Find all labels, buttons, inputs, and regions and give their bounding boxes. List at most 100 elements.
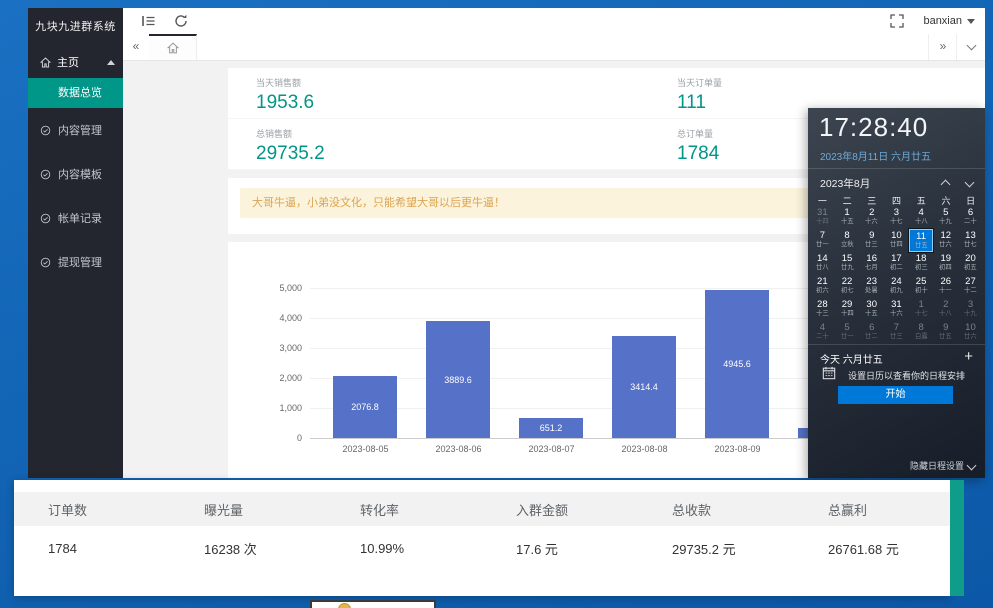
weekday-label: 日	[966, 196, 976, 206]
calendar-day[interactable]: 24 初九	[884, 275, 909, 298]
weekday-label: 四	[892, 196, 902, 206]
day-number: 5	[844, 322, 850, 333]
calendar-day[interactable]: 18 初三	[909, 252, 934, 275]
chart-xtick: 2023-08-07	[528, 444, 575, 454]
fullscreen-icon[interactable]	[889, 13, 905, 29]
calendar-day[interactable]: 9 廿五	[933, 321, 958, 344]
calendar-day[interactable]: 25 初十	[909, 275, 934, 298]
calendar-prev-month-button[interactable]	[939, 178, 951, 190]
calendar-day[interactable]: 21 初六	[810, 275, 835, 298]
calendar-day[interactable]: 9 廿三	[859, 229, 884, 252]
day-number: 13	[965, 230, 976, 241]
calendar-day[interactable]: 22 初七	[835, 275, 860, 298]
calendar-day-selected[interactable]: 11 廿五	[907, 228, 935, 253]
calendar-day[interactable]: 5 廿一	[835, 321, 860, 344]
calendar-day[interactable]: 28 十三	[810, 298, 835, 321]
start-button[interactable]: 开始	[838, 386, 953, 404]
calendar-day[interactable]: 10 廿四	[884, 229, 909, 252]
chart-bar: 651.2	[519, 418, 583, 438]
add-event-button[interactable]: +	[964, 348, 973, 365]
tabs-menu-button[interactable]	[956, 34, 985, 60]
calendar-day[interactable]: 12 廿六	[933, 229, 958, 252]
calendar-day[interactable]: 4 二十	[810, 321, 835, 344]
calendar-day[interactable]: 2 十六	[859, 206, 884, 229]
chart-ytick: 5,000	[279, 283, 302, 293]
top-toolbar: banxian	[123, 8, 985, 34]
day-number: 27	[965, 276, 976, 287]
summary-value-cell: 1784	[48, 540, 77, 556]
stat-label: 总订单量	[677, 129, 714, 139]
day-lunar-label: 七月	[865, 264, 879, 271]
day-number: 22	[841, 276, 853, 287]
sidebar-item-1[interactable]: 内容模板	[28, 152, 123, 196]
calendar-day[interactable]: 27 十二	[958, 275, 983, 298]
calendar-day[interactable]: 19 初四	[933, 252, 958, 275]
sidebar-item-home[interactable]: 主页	[28, 46, 123, 78]
day-number: 28	[817, 299, 828, 310]
day-number: 15	[841, 253, 853, 264]
hide-agenda-link[interactable]: 隐藏日程设置	[910, 459, 977, 472]
calendar-day[interactable]: 8 白露	[909, 321, 934, 344]
calendar-day[interactable]: 20 初五	[958, 252, 983, 275]
day-lunar-label: 处暑	[865, 287, 879, 294]
sidebar-item-2[interactable]: 帐单记录	[28, 196, 123, 240]
calendar-day[interactable]: 7 廿三	[884, 321, 909, 344]
day-number: 9	[869, 230, 875, 241]
day-number: 8	[844, 230, 850, 241]
calendar-next-month-button[interactable]	[963, 177, 975, 188]
calendar-day[interactable]: 1 十七	[909, 298, 934, 321]
calendar-day[interactable]: 29 十四	[835, 298, 860, 321]
calendar-day[interactable]: 15 廿九	[835, 252, 860, 275]
calendar-day[interactable]: 31 十六	[884, 298, 909, 321]
calendar-day[interactable]: 16 七月	[859, 252, 884, 275]
tab-home[interactable]	[149, 34, 197, 60]
calendar-day[interactable]: 3 十七	[884, 206, 909, 229]
tabs-scroll-right-button[interactable]: »	[928, 34, 957, 60]
calendar-day[interactable]: 1 十五	[835, 206, 860, 229]
day-number: 7	[819, 230, 825, 241]
calendar-day[interactable]: 31 十四	[810, 206, 835, 229]
calendar-day[interactable]: 5 十九	[933, 206, 958, 229]
sidebar-item-0[interactable]: 内容管理	[28, 108, 123, 152]
day-number: 2	[869, 207, 875, 218]
tab-bar: « »	[123, 34, 985, 61]
day-number: 1	[918, 299, 924, 310]
day-number: 8	[918, 322, 924, 333]
calendar-icon	[822, 366, 836, 380]
chart-bar-value-label: 3414.4	[630, 382, 658, 392]
day-number: 24	[891, 276, 902, 287]
day-number: 2	[943, 299, 949, 310]
calendar-day[interactable]: 8 立秋	[835, 229, 860, 252]
calendar-day[interactable]: 30 十五	[859, 298, 884, 321]
calendar-day[interactable]: 6 二十	[958, 206, 983, 229]
day-number: 25	[915, 276, 927, 287]
user-menu[interactable]: banxian	[923, 8, 975, 34]
tabs-scroll-left-button[interactable]: «	[123, 34, 150, 60]
calendar-day[interactable]: 13 廿七	[958, 229, 983, 252]
day-lunar-label: 初九	[890, 287, 903, 294]
calendar-day[interactable]: 23 处暑	[859, 275, 884, 298]
summary-header-cell: 转化率	[360, 502, 400, 518]
calendar-day[interactable]: 14 廿八	[810, 252, 835, 275]
collapse-menu-icon[interactable]	[141, 13, 157, 29]
sidebar-item-data-overview[interactable]: 数据总览	[28, 78, 123, 108]
calendar-day[interactable]: 2 十八	[933, 298, 958, 321]
calendar-day[interactable]: 17 初二	[884, 252, 909, 275]
calendar-day[interactable]: 10 廿六	[958, 321, 983, 344]
calendar-day[interactable]: 26 十一	[933, 275, 958, 298]
calendar-day[interactable]: 7 廿一	[810, 229, 835, 252]
day-number: 1	[844, 207, 850, 218]
stat-value: 111	[677, 92, 706, 113]
day-number: 10	[965, 322, 976, 333]
day-number: 3	[967, 299, 974, 310]
calendar-day[interactable]: 6 廿二	[859, 321, 884, 344]
refresh-icon[interactable]	[173, 13, 189, 29]
chevron-down-icon	[966, 460, 977, 471]
stat-label: 当天订单量	[677, 78, 723, 88]
calendar-day[interactable]: 4 十八	[909, 206, 934, 229]
calendar-day[interactable]: 3 十九	[958, 298, 983, 321]
weekday-label: 二	[842, 196, 852, 206]
day-lunar-label: 十二	[964, 287, 977, 294]
sidebar-item-3[interactable]: 提现管理	[28, 240, 123, 284]
chevron-down-icon	[967, 18, 975, 24]
